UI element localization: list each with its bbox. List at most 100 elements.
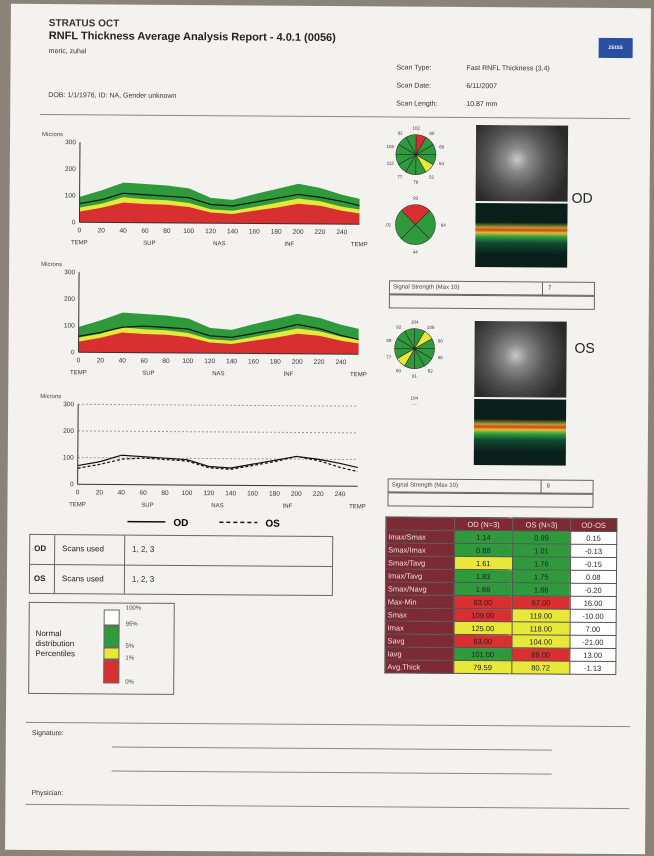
clock-label: 102 [412, 126, 420, 131]
quadrant-label: 101 [384, 222, 392, 227]
scans-os-label: Scans used [61, 574, 104, 584]
y-axis [77, 404, 79, 485]
region-label: TEMP [349, 504, 366, 510]
red-band [78, 332, 359, 355]
scans-col-divider-1 [53, 535, 56, 594]
metric-os-value: 119.00 [512, 608, 570, 623]
clock-label: 54 [439, 161, 445, 166]
x-tick-label: 160 [247, 490, 258, 497]
y-tick-label: 0 [72, 219, 76, 226]
od-signal-value: 7 [547, 285, 552, 292]
od-os-legend: OD OS [127, 518, 280, 530]
os-eye-label: OS [574, 339, 595, 356]
y-tick-label: 300 [63, 401, 74, 408]
metrics-row: Avg.Thick 79.59 80.72 -1.13 [384, 659, 616, 675]
clock-label: 51 [429, 175, 435, 180]
od-fundus-image [475, 125, 569, 202]
metric-od-value: 125.00 [453, 621, 513, 635]
x-tick-label: 100 [181, 490, 192, 497]
grid-line [77, 430, 358, 434]
quadrant-label: 104 [410, 396, 418, 401]
report-title: RNFL Thickness Average Analysis Report -… [48, 30, 336, 45]
region-label: INF [284, 242, 294, 248]
region-label: INF [283, 504, 293, 510]
metric-diff-value: 16.00 [569, 596, 617, 610]
clock-label: 89 [386, 338, 392, 343]
band-yellow [103, 647, 120, 660]
x-tick-label: 120 [204, 358, 215, 365]
signature-line-1 [111, 746, 552, 751]
band-red [103, 659, 120, 684]
metric-diff-value: -21.00 [569, 635, 617, 649]
clock-label: 60 [429, 131, 435, 136]
x-tick-label: 120 [203, 490, 214, 497]
red-band [79, 202, 360, 225]
x-tick-label: 220 [313, 491, 324, 498]
clock-label: 69 [439, 144, 445, 149]
metrics-header-diff: OD-OS [570, 518, 617, 532]
metric-label: Max-Min [385, 594, 454, 609]
x-tick-label: 180 [270, 359, 281, 366]
os-signal-box: Signal Strength (Max 10) 8 [387, 478, 594, 494]
metric-os-value: 88.00 [511, 647, 570, 662]
report-page: STRATUS OCT RNFL Thickness Average Analy… [5, 3, 651, 855]
od-eye-label: OD [571, 189, 593, 206]
clock-label: 81 [412, 374, 418, 379]
region-label: SUP [143, 241, 155, 247]
metric-od-value: 101.00 [453, 647, 512, 661]
y-tick-label: 100 [65, 192, 76, 199]
normal-distribution-title: Normal distribution Percentiles [35, 628, 76, 659]
clock-sector [404, 328, 415, 350]
quadrant-label: 64 [441, 223, 446, 228]
region-label: SUP [142, 371, 154, 377]
chart-1: Microns 0 100 200 300 0 20 40 60 80 100 120 140 160 18… [42, 132, 368, 248]
metric-od-value: 0.88 [454, 543, 513, 557]
y-axis [78, 272, 80, 353]
od-clock-chart: 102 60 69 54 51 78 77 112 108 82 93 64 44 101 [384, 126, 446, 255]
metrics-table: OD (N=3) OS (N=3) OD-OS Imax/Smax 1.14 0.9… [384, 516, 617, 675]
clock-label: 82 [398, 131, 404, 136]
clock-label: 109 [427, 325, 435, 330]
metric-diff-value: -1.13 [569, 661, 616, 675]
x-tick-label: 200 [293, 229, 304, 236]
metric-label: Smax/Imax [385, 542, 455, 557]
od-signal-label: Signal Strength (Max 10) [392, 284, 460, 291]
clock-label: 104 [411, 320, 419, 325]
header-divider [40, 113, 631, 120]
signature-line-2 [111, 770, 552, 775]
clock-label: 78 [413, 180, 419, 185]
scan-type-value: Fast RNFL Thickness (3.4) [466, 64, 550, 73]
series-line [79, 192, 360, 207]
y-tick-label: 100 [63, 454, 74, 461]
region-label: INF [284, 372, 294, 378]
y-tick-label: 200 [65, 166, 76, 173]
region-label: TEMP [350, 372, 367, 378]
metrics-header-blank [385, 516, 455, 531]
y-tick-label: 200 [64, 296, 75, 303]
scans-os-value: 1, 2, 3 [131, 574, 155, 584]
clock-charts: 102 60 69 54 51 78 77 112 108 82 93 64 44 101 104 109 80… [384, 126, 446, 405]
clock-label: 62 [428, 369, 434, 374]
y-axis [78, 142, 81, 223]
x-tick-label: 100 [182, 358, 193, 365]
metric-diff-value: 7.00 [569, 622, 617, 636]
metric-label: Savg [384, 633, 454, 648]
x-axis [78, 351, 359, 355]
app-name: STRATUS OCT [48, 18, 120, 30]
metric-os-value: 118.00 [511, 621, 570, 636]
metric-os-value: 67.00 [512, 595, 570, 610]
x-tick-label: 20 [97, 357, 105, 364]
level-0: 0% [125, 679, 134, 686]
metric-os-value: 104.00 [511, 634, 570, 649]
os-clock-chart: 1041098098628160778982104646788 [386, 320, 443, 405]
grid-line [78, 403, 359, 407]
x-tick-label: 40 [119, 228, 127, 235]
x-tick-label: 20 [96, 489, 104, 496]
region-label: NAS [212, 371, 224, 377]
y-tick-label: 300 [64, 269, 75, 276]
series-line [77, 454, 358, 469]
metric-label: Imax/Smax [385, 529, 455, 544]
clock-label: 108 [387, 144, 395, 149]
region-label: TEMP [70, 370, 87, 376]
